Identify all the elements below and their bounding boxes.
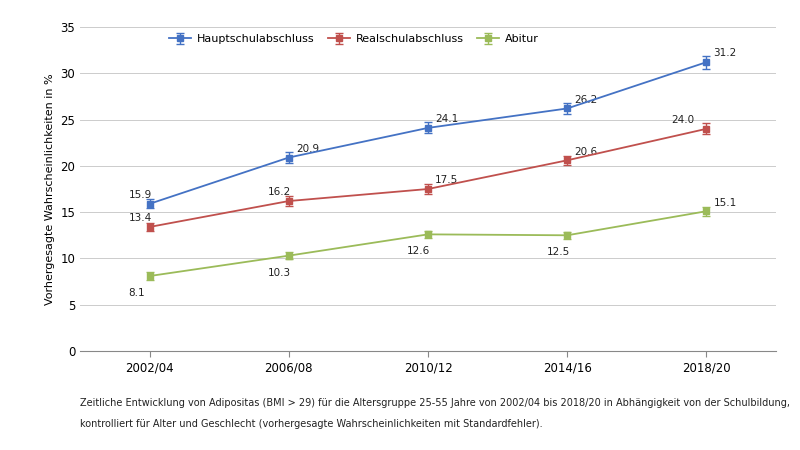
Text: 16.2: 16.2 (268, 187, 291, 198)
Text: 15.1: 15.1 (714, 198, 737, 207)
Legend: Hauptschulabschluss, Realschulabschluss, Abitur: Hauptschulabschluss, Realschulabschluss,… (169, 34, 538, 44)
Text: 24.0: 24.0 (672, 115, 694, 125)
Text: kontrolliert für Alter und Geschlecht (vorhergesagte Wahrscheinlichkeiten mit St: kontrolliert für Alter und Geschlecht (v… (80, 419, 542, 429)
Text: 12.6: 12.6 (407, 247, 430, 256)
Text: 26.2: 26.2 (574, 95, 598, 105)
Text: 8.1: 8.1 (129, 288, 146, 298)
Text: 12.5: 12.5 (546, 248, 570, 257)
Y-axis label: Vorhergesagte Wahrscheinlichkeiten in %: Vorhergesagte Wahrscheinlichkeiten in % (45, 73, 54, 305)
Text: 15.9: 15.9 (129, 190, 152, 200)
Text: 31.2: 31.2 (714, 49, 737, 58)
Text: 20.9: 20.9 (296, 144, 319, 154)
Text: 17.5: 17.5 (435, 176, 458, 185)
Text: 13.4: 13.4 (129, 213, 152, 223)
Text: 24.1: 24.1 (435, 114, 458, 124)
Text: 10.3: 10.3 (268, 268, 291, 278)
Text: Zeitliche Entwicklung von Adipositas (BMI > 29) für die Altersgruppe 25-55 Jahre: Zeitliche Entwicklung von Adipositas (BM… (80, 398, 790, 408)
Text: 20.6: 20.6 (574, 147, 598, 157)
